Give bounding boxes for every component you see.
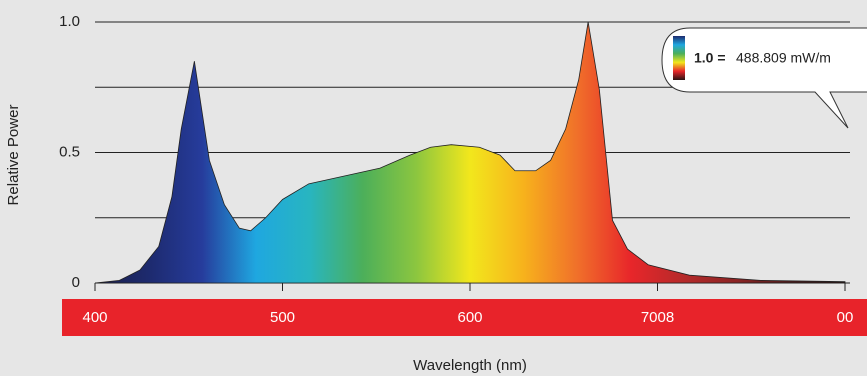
x-axis-band [62,299,867,336]
y-tick-label: 0 [72,274,80,291]
callout-key [673,36,685,80]
callout: 1.0 = 488.809 mW/m [661,27,867,129]
callout-key-label: 1.0 = [694,50,726,66]
x-tick-label: 500 [270,309,295,326]
x-tick-label: 7008 [641,309,674,326]
x-tick-label: 600 [457,309,482,326]
spectrum-area [94,21,846,284]
x-tick-label: 00 [837,309,854,326]
y-tick-label: 1.0 [59,13,80,30]
callout-text: 488.809 mW/m [736,50,831,66]
y-axis-title: Relative Power [5,105,22,206]
y-tick-label: 0.5 [59,143,80,160]
callout-bubble [661,27,867,129]
x-tick-label: 400 [82,309,107,326]
x-axis-title: Wavelength (nm) [413,357,527,374]
